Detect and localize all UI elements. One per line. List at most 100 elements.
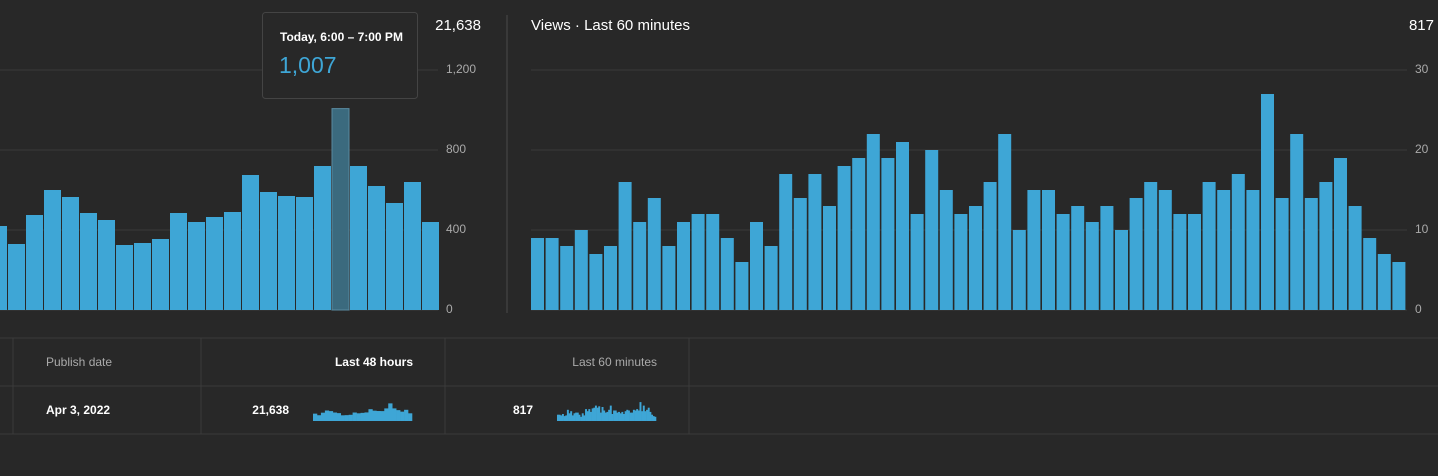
bar bbox=[706, 214, 720, 310]
sparkline-bar bbox=[316, 415, 322, 421]
y-tick-label: 0 bbox=[1415, 302, 1422, 316]
bar bbox=[224, 212, 241, 310]
bar bbox=[1173, 214, 1187, 310]
tooltip-value: 1,007 bbox=[279, 52, 337, 78]
cell: Apr 3, 2022 bbox=[46, 403, 110, 417]
bar bbox=[662, 246, 676, 310]
bar bbox=[633, 222, 647, 310]
y-tick-label: 10 bbox=[1415, 222, 1429, 236]
sparkline-bar bbox=[563, 416, 566, 421]
bar bbox=[720, 238, 734, 310]
column-header[interactable]: Last 60 minutes bbox=[572, 355, 657, 369]
sparkline-bar bbox=[348, 414, 353, 421]
sparkline-bar bbox=[651, 414, 653, 421]
sparkline-bar bbox=[352, 412, 357, 421]
sparkline-bar bbox=[561, 414, 564, 421]
sparkline-bar bbox=[585, 409, 587, 421]
total: 817 bbox=[1409, 17, 1434, 34]
bar bbox=[925, 150, 939, 310]
bar bbox=[422, 222, 439, 310]
bar bbox=[296, 197, 313, 310]
sparkline-bar bbox=[654, 416, 657, 421]
tooltip: Today, 6:00 – 7:00 PM 1,007 bbox=[262, 12, 418, 99]
sparkline-bar bbox=[583, 415, 586, 421]
y-tick-label: 20 bbox=[1415, 142, 1429, 156]
sparkline-bar bbox=[340, 415, 345, 421]
bar bbox=[1202, 182, 1216, 310]
bar bbox=[1144, 182, 1158, 310]
sparkline-bar bbox=[560, 415, 563, 421]
sparkline-bar bbox=[641, 411, 644, 421]
bar bbox=[278, 196, 295, 310]
sparkline-bar bbox=[332, 412, 338, 421]
bar bbox=[647, 198, 661, 310]
sparkline-bar bbox=[372, 410, 377, 421]
sparkline-bar bbox=[608, 409, 611, 421]
sparkline-bar bbox=[596, 407, 599, 421]
sparkline-bar bbox=[637, 410, 640, 421]
sparkline-bar bbox=[594, 405, 597, 421]
bar bbox=[866, 134, 880, 310]
sparkline-bar bbox=[578, 414, 581, 421]
sparkline-bar bbox=[581, 413, 584, 421]
bar bbox=[939, 190, 953, 310]
bar bbox=[1129, 198, 1143, 310]
sparkline-bar bbox=[647, 407, 650, 421]
sparkline-bar bbox=[364, 412, 369, 421]
bar bbox=[1334, 158, 1347, 310]
sparkline-bar bbox=[396, 410, 401, 421]
bar bbox=[1056, 214, 1070, 310]
sparkline-bar bbox=[626, 409, 629, 421]
sparkline-bar bbox=[376, 411, 381, 421]
sparkline-bar bbox=[631, 412, 634, 421]
sparkline-bar bbox=[632, 409, 635, 421]
sparkline-bar bbox=[580, 416, 583, 421]
bar bbox=[1027, 190, 1041, 310]
sparkline-bar bbox=[629, 412, 632, 421]
bar bbox=[1115, 230, 1128, 310]
sparkline-bar bbox=[328, 411, 334, 421]
bar bbox=[206, 217, 223, 310]
bar bbox=[1071, 206, 1085, 310]
sparkline-bar bbox=[593, 407, 596, 421]
sparkline-bar bbox=[642, 405, 645, 421]
column-header[interactable]: Publish date bbox=[46, 355, 112, 369]
bar bbox=[44, 190, 61, 310]
sparkline-bar bbox=[573, 413, 576, 421]
sparkline-bar bbox=[618, 411, 620, 421]
bar bbox=[735, 262, 749, 310]
bar bbox=[116, 245, 133, 310]
sparkline-bar bbox=[604, 412, 607, 421]
sparkline-bar bbox=[624, 411, 627, 421]
bar bbox=[1377, 254, 1391, 310]
bar bbox=[260, 192, 277, 310]
sparkline-bar bbox=[557, 414, 559, 421]
bar bbox=[954, 214, 968, 310]
bar bbox=[98, 220, 115, 310]
bar bbox=[1100, 206, 1114, 310]
bar bbox=[80, 213, 97, 310]
bar bbox=[1348, 206, 1362, 310]
bar bbox=[134, 243, 151, 310]
bar bbox=[998, 134, 1012, 310]
sparkline-bar bbox=[368, 409, 373, 421]
bar bbox=[1012, 230, 1026, 310]
bar bbox=[350, 166, 367, 310]
bar bbox=[852, 158, 866, 310]
bar bbox=[837, 166, 851, 310]
bar bbox=[1158, 190, 1172, 310]
bar bbox=[1363, 238, 1377, 310]
bar bbox=[750, 222, 763, 310]
y-tick-label: 30 bbox=[1415, 62, 1429, 76]
column-header[interactable]: Last 48 hours bbox=[335, 355, 413, 369]
tooltip-box bbox=[262, 12, 418, 99]
bar bbox=[1246, 190, 1260, 310]
sparkline-bar bbox=[400, 411, 405, 421]
sparkline-bar bbox=[613, 410, 616, 421]
bar bbox=[589, 254, 603, 310]
sparkline-bar bbox=[598, 406, 601, 421]
sparkline-bar bbox=[601, 407, 604, 421]
bar bbox=[1231, 174, 1245, 310]
cell: 817 bbox=[513, 403, 533, 417]
